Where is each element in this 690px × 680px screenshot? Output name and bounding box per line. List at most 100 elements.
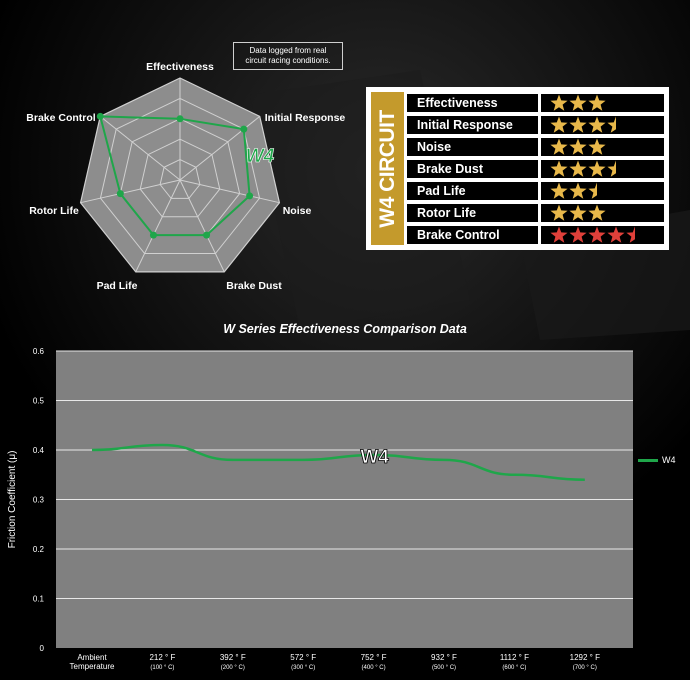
rating-row: Noise — [407, 136, 664, 158]
y-tick-label: 0.3 — [33, 496, 45, 505]
rating-label: Pad Life — [407, 182, 538, 200]
radar-point — [176, 115, 184, 123]
x-tick-sublabel: (400 ° C) — [362, 665, 386, 671]
radar-axis-label: Noise — [283, 205, 312, 217]
rating-stars — [541, 204, 664, 222]
radar-series-line — [98, 115, 251, 237]
radar-spoke — [179, 179, 225, 273]
radar-axis-label: Brake Dust — [226, 280, 282, 292]
star-icon — [550, 138, 568, 155]
star-icon — [569, 204, 587, 221]
rating-row: Pad Life — [407, 180, 664, 202]
rating-label: Brake Dust — [407, 160, 538, 178]
radar-point — [116, 190, 124, 198]
rating-stars — [541, 94, 664, 112]
x-tick-sublabel: (200 ° C) — [221, 665, 245, 671]
x-tick-label: 212 ° F — [149, 653, 175, 662]
radar-spoke — [135, 179, 181, 273]
ratings-band-label: W4 CIRCUIT — [375, 109, 399, 228]
radar-chart: Effectiveness Initial Response Noise Brake … — [26, 61, 346, 292]
y-tick-label: 0 — [40, 644, 45, 653]
star-icon — [588, 160, 606, 177]
radar-ring — [99, 97, 261, 255]
half-star-icon — [588, 182, 597, 199]
radar-ring — [139, 138, 221, 218]
series-line — [91, 443, 585, 481]
y-tick-label: 0.2 — [33, 545, 45, 554]
rating-label: Noise — [407, 138, 538, 156]
x-tick-label: 572 ° F — [290, 653, 316, 662]
legend-label: W4 — [662, 455, 676, 465]
x-tick-sublabel: (600 ° C) — [502, 665, 526, 671]
x-tick-sublabel: (300 ° C) — [291, 665, 315, 671]
x-tick-sublabel: (700 ° C) — [573, 665, 597, 671]
star-icon — [550, 226, 568, 243]
half-star-icon — [607, 160, 616, 177]
rating-stars — [541, 160, 664, 178]
x-tick-sublabel: (500 ° C) — [432, 665, 456, 671]
rating-row: Initial Response — [407, 114, 664, 136]
radar-spoke — [80, 179, 181, 204]
rating-row: Brake Control — [407, 224, 664, 246]
star-icon — [588, 204, 606, 221]
rating-label: Brake Control — [407, 226, 538, 244]
x-tick-label: Ambient — [77, 653, 107, 662]
star-icon — [569, 160, 587, 177]
x-tick-label: 392 ° F — [220, 653, 246, 662]
rating-label: Initial Response — [407, 116, 538, 134]
radar-spoke — [179, 179, 280, 204]
star-icon — [550, 182, 568, 199]
line-chart: W Series Effectiveness Comparison Data 0 0… — [7, 322, 633, 671]
rating-row: Rotor Life — [407, 202, 664, 224]
star-icon — [588, 138, 606, 155]
radar-series-label: W4 — [246, 146, 275, 167]
radar-axis-label: Brake Control — [26, 112, 96, 124]
x-tick-label: 752 ° F — [361, 653, 387, 662]
rating-stars — [541, 138, 664, 156]
x-tick-sublabel: (100 ° C) — [150, 665, 174, 671]
star-icon — [550, 160, 568, 177]
radar-ring — [159, 159, 201, 199]
x-tick-label: 1292 ° F — [570, 653, 600, 662]
radar-spoke — [99, 116, 181, 181]
star-icon — [569, 182, 587, 199]
ratings-panel: W4 CIRCUIT Effectiveness Initial Response… — [366, 87, 669, 250]
radar-point — [203, 231, 211, 239]
chart-legend: W4 — [638, 455, 676, 465]
rating-stars — [541, 182, 664, 200]
star-icon — [550, 204, 568, 221]
chart-title: W Series Effectiveness Comparison Data — [223, 322, 467, 336]
note-line-2: circuit racing conditions. — [245, 56, 331, 65]
ratings-band: W4 CIRCUIT — [371, 92, 404, 245]
half-star-icon — [607, 116, 616, 133]
radar-point — [96, 112, 104, 120]
data-note: Data logged from real circuit racing con… — [233, 42, 343, 70]
star-icon — [569, 116, 587, 133]
star-icon — [550, 116, 568, 133]
radar-point — [246, 192, 254, 200]
x-tick-sublabel: Temperature — [70, 662, 115, 671]
rating-row: Brake Dust — [407, 158, 664, 180]
star-icon — [550, 94, 568, 111]
star-icon — [588, 94, 606, 111]
radar-axis-label: Initial Response — [265, 112, 346, 124]
legend-swatch — [638, 458, 658, 462]
star-icon — [569, 138, 587, 155]
half-star-icon — [626, 226, 635, 243]
star-icon — [588, 116, 606, 133]
y-tick-label: 0.6 — [33, 347, 45, 356]
y-tick-label: 0.1 — [33, 595, 45, 604]
note-line-1: Data logged from real — [249, 46, 327, 55]
radar-axis-label: Pad Life — [97, 280, 138, 292]
radar-point — [149, 231, 157, 239]
ratings-rows: Effectiveness Initial Response Noise Brake … — [407, 92, 664, 246]
x-tick-label: 932 ° F — [431, 653, 457, 662]
y-tick-label: 0.5 — [33, 397, 45, 406]
y-axis-label: Friction Coefficient (μ) — [7, 451, 18, 549]
radar-axis-label: Effectiveness — [146, 61, 214, 73]
rating-stars — [541, 226, 664, 244]
rating-label: Rotor Life — [407, 204, 538, 222]
rating-row: Effectiveness — [407, 92, 664, 114]
radar-point — [240, 125, 248, 133]
star-icon — [588, 226, 606, 243]
